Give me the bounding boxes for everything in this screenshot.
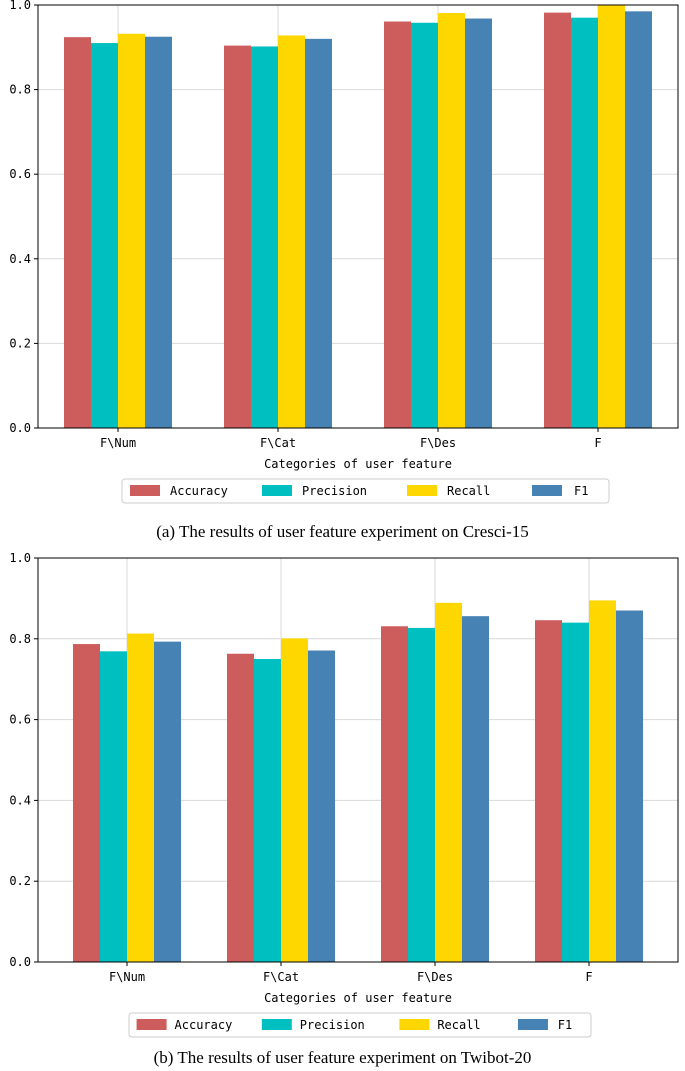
figure-caption: (b) The results of user feature experime…	[154, 1048, 532, 1067]
chart-2: 0.0 0.2 0.4 0.6 0.8 1.0 F\Num F\Cat F\Des F Catego…	[9, 551, 679, 1067]
legend: Accuracy Precision Recall F1	[121, 478, 610, 504]
bar-accuracy	[544, 12, 571, 428]
legend-box	[128, 1012, 592, 1038]
y-tick-label: 0.0	[9, 955, 31, 969]
plot-frame	[37, 557, 679, 963]
legend-label-precision: Precision	[302, 484, 367, 498]
bar-precision	[562, 622, 589, 962]
bar-accuracy	[381, 626, 408, 962]
bar-precision	[254, 659, 281, 962]
bar-recall	[281, 638, 308, 962]
y-tick-label: 0.6	[9, 713, 31, 727]
bar-f1	[145, 36, 172, 428]
bar-recall	[598, 5, 625, 428]
bar-recall	[278, 35, 305, 429]
bar-f1	[616, 610, 643, 962]
legend-swatch-precision	[262, 485, 292, 496]
bar-f1	[308, 650, 335, 962]
y-tick-label: 0.2	[9, 336, 31, 350]
legend-swatch-f1	[517, 1019, 548, 1030]
bar-recall	[589, 600, 616, 962]
bar-precision	[251, 46, 278, 428]
bar-accuracy	[384, 21, 411, 428]
legend-swatch-accuracy	[130, 485, 160, 496]
y-tick-label: 1.0	[9, 0, 31, 12]
y-tick-label: 0.0	[9, 421, 31, 435]
bar-precision	[100, 651, 127, 962]
y-tick-label: 0.2	[9, 874, 31, 888]
bar-recall	[127, 633, 154, 962]
bar-accuracy	[224, 45, 251, 428]
bar-f1	[305, 38, 332, 429]
bar-precision	[411, 22, 438, 429]
bar-precision	[91, 43, 118, 428]
bar-f1	[625, 11, 652, 428]
x-tick-label: F	[585, 970, 592, 984]
legend-swatch-recall	[407, 485, 437, 496]
legend-swatch-accuracy	[136, 1019, 167, 1030]
bar-recall	[435, 602, 462, 962]
y-tick-label: 0.6	[9, 167, 31, 181]
x-tick-label: F	[594, 436, 601, 450]
legend-label-accuracy: Accuracy	[175, 1018, 233, 1032]
plot-frame	[37, 4, 679, 429]
legend-box	[121, 478, 610, 504]
bar-f1	[465, 18, 492, 428]
x-tick-label: F\Cat	[263, 970, 299, 984]
legend-swatch-f1	[532, 485, 562, 496]
legend-label-recall: Recall	[447, 484, 490, 498]
legend-swatch-recall	[399, 1019, 430, 1030]
bar-accuracy	[535, 620, 562, 962]
bar-f1	[462, 616, 489, 962]
y-tick-label: 0.4	[9, 252, 31, 266]
bar-precision	[408, 627, 435, 962]
legend-label-f1: F1	[574, 484, 588, 498]
x-tick-label: F\Cat	[260, 436, 296, 450]
x-tick-label: F\Des	[417, 970, 453, 984]
bar-precision	[571, 17, 598, 428]
legend-label-f1: F1	[558, 1018, 572, 1032]
x-axis-label: Categories of user feature	[264, 457, 452, 471]
x-tick-label: F\Des	[420, 436, 456, 450]
figure-caption: (a) The results of user feature experime…	[156, 522, 529, 541]
chart-1: 0.0 0.2 0.4 0.6 0.8 1.0 F\Num F\Cat F\Des F Catego…	[9, 0, 679, 541]
legend-label-recall: Recall	[437, 1018, 480, 1032]
bar-accuracy	[227, 653, 254, 962]
x-axis-label: Categories of user feature	[264, 991, 452, 1005]
y-tick-label: 1.0	[9, 551, 31, 565]
x-tick-label: F\Num	[100, 436, 136, 450]
legend: Accuracy Precision Recall F1	[128, 1012, 592, 1038]
legend-label-accuracy: Accuracy	[170, 484, 228, 498]
y-tick-label: 0.8	[9, 83, 31, 97]
x-tick-label: F\Num	[109, 970, 145, 984]
y-tick-label: 0.4	[9, 793, 31, 807]
bar-recall	[118, 33, 145, 428]
legend-swatch-precision	[261, 1019, 292, 1030]
bar-accuracy	[73, 644, 100, 962]
legend-label-precision: Precision	[300, 1018, 365, 1032]
bar-accuracy	[64, 37, 91, 428]
bar-recall	[438, 13, 465, 429]
y-tick-label: 0.8	[9, 632, 31, 646]
bar-f1	[154, 641, 181, 962]
